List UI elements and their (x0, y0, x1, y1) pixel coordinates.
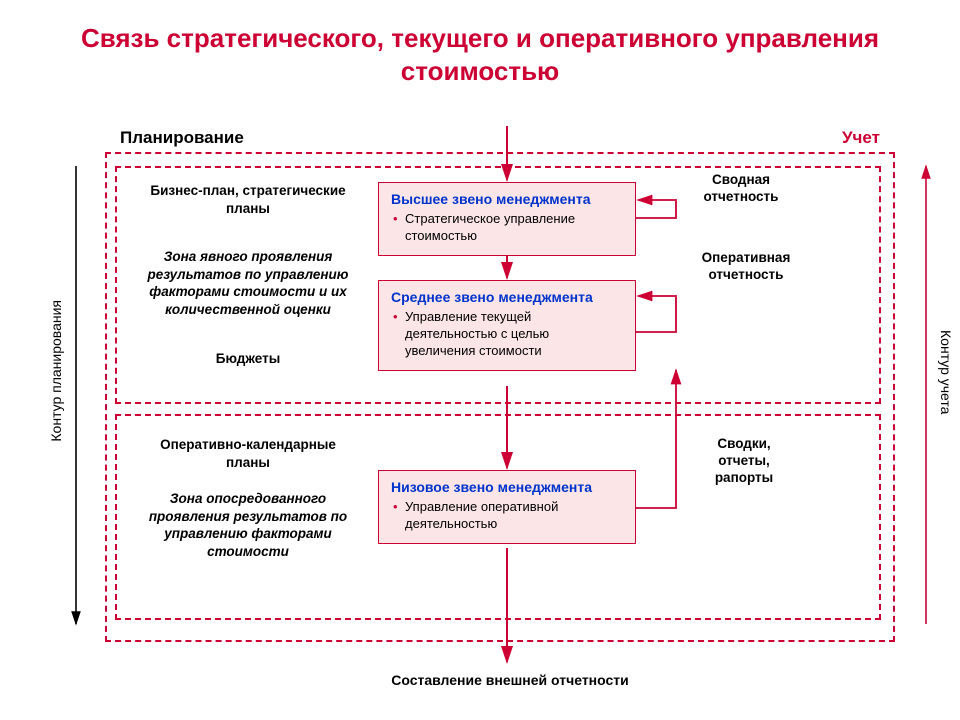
box-middle-management: Среднее звено менеджмента Управление тек… (378, 280, 636, 371)
box-bottom-bullet: Управление оперативной деятельностью (405, 499, 623, 533)
side-label-accounting-contour: Контур учета (938, 330, 954, 414)
box-top-title: Высшее звено менеджмента (391, 191, 623, 207)
box-middle-title: Среднее звено менеджмента (391, 289, 623, 305)
box-top-bullet: Стратегическое управление стоимостью (405, 211, 623, 245)
header-accounting: Учет (842, 128, 880, 148)
left-label-zone-indirect: Зона опосредованного проявления результа… (130, 490, 366, 560)
right-label-operational-report: Оперативная отчетность (686, 250, 806, 284)
left-label-operational-plans: Оперативно-календарные планы (148, 436, 348, 471)
right-label-summary-report: Сводная отчетность (686, 172, 796, 206)
box-middle-bullet: Управление текущей деятельностью с целью… (405, 309, 623, 360)
page-title: Связь стратегического, текущего и операт… (0, 0, 960, 97)
left-label-business-plan: Бизнес-план, стратегические планы (148, 182, 348, 217)
box-top-management: Высшее звено менеджмента Стратегическое … (378, 182, 636, 256)
header-planning: Планирование (120, 128, 244, 148)
box-bottom-management: Низовое звено менеджмента Управление опе… (378, 470, 636, 544)
bottom-caption: Составление внешней отчетности (330, 672, 690, 688)
left-label-zone-explicit: Зона явного проявления результатов по уп… (128, 248, 368, 318)
left-label-budgets: Бюджеты (148, 350, 348, 368)
side-label-planning-contour: Контур планирования (48, 300, 64, 442)
box-bottom-title: Низовое звено менеджмента (391, 479, 623, 495)
right-label-reports: Сводки, отчеты, рапорты (694, 436, 794, 487)
